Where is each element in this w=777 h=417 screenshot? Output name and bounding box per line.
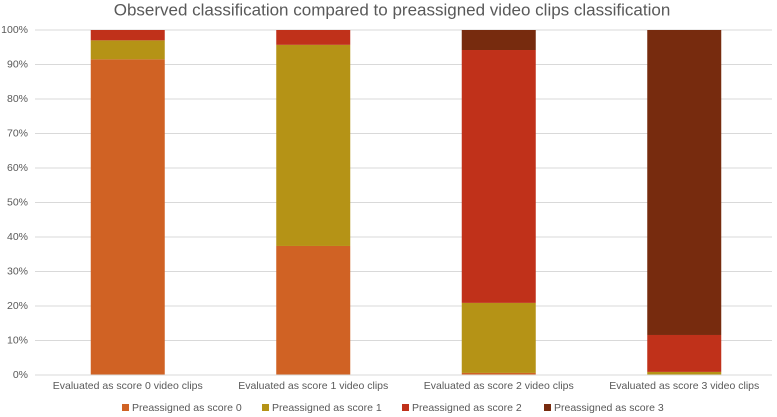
x-tick-label: Evaluated as score 3 video clips (609, 380, 759, 392)
bar-segment (647, 371, 722, 375)
y-tick-label: 40% (7, 231, 28, 243)
bar-segment (461, 30, 536, 51)
y-tick-label: 10% (7, 334, 28, 346)
legend-swatch (402, 404, 409, 411)
bar-segment (647, 30, 722, 335)
legend-label: Preassigned as score 2 (412, 402, 522, 414)
bar-segment (276, 30, 351, 45)
bar-segment (461, 50, 536, 303)
x-tick-label: Evaluated as score 2 video clips (424, 380, 574, 392)
x-tick-label: Evaluated as score 1 video clips (238, 380, 388, 392)
legend-label: Preassigned as score 1 (272, 402, 382, 414)
y-tick-label: 20% (7, 300, 28, 312)
bar-segment (90, 40, 165, 60)
legend-swatch (122, 404, 129, 411)
x-tick-label: Evaluated as score 0 video clips (53, 380, 203, 392)
bar-segment (647, 334, 722, 372)
bar-segment (461, 302, 536, 373)
bar-segment (461, 372, 536, 375)
y-tick-label: 50% (7, 196, 28, 208)
legend-label: Preassigned as score 0 (132, 402, 242, 414)
bar-segment (276, 44, 351, 246)
y-tick-label: 60% (7, 162, 28, 174)
legend-swatch (544, 404, 551, 411)
y-tick-label: 30% (7, 265, 28, 277)
y-tick-label: 80% (7, 93, 28, 105)
y-tick-label: 90% (7, 58, 28, 70)
bar-segment (90, 30, 165, 41)
bar-segment (276, 245, 351, 375)
y-tick-label: 0% (13, 369, 28, 381)
y-tick-label: 100% (1, 24, 28, 36)
chart-title: Observed classification compared to prea… (114, 0, 671, 19)
legend-label: Preassigned as score 3 (554, 402, 664, 414)
y-tick-label: 70% (7, 127, 28, 139)
legend-swatch (262, 404, 269, 411)
bar-segment (90, 59, 165, 375)
